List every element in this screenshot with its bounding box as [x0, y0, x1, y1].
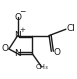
Text: N: N: [14, 31, 21, 40]
Text: −: −: [19, 7, 26, 16]
Text: N: N: [14, 49, 21, 58]
Text: O: O: [54, 48, 61, 57]
Text: O: O: [14, 13, 21, 22]
Text: CH₃: CH₃: [35, 64, 48, 70]
Text: +: +: [19, 27, 25, 33]
Text: Cl: Cl: [67, 24, 76, 33]
Text: O: O: [1, 44, 8, 53]
